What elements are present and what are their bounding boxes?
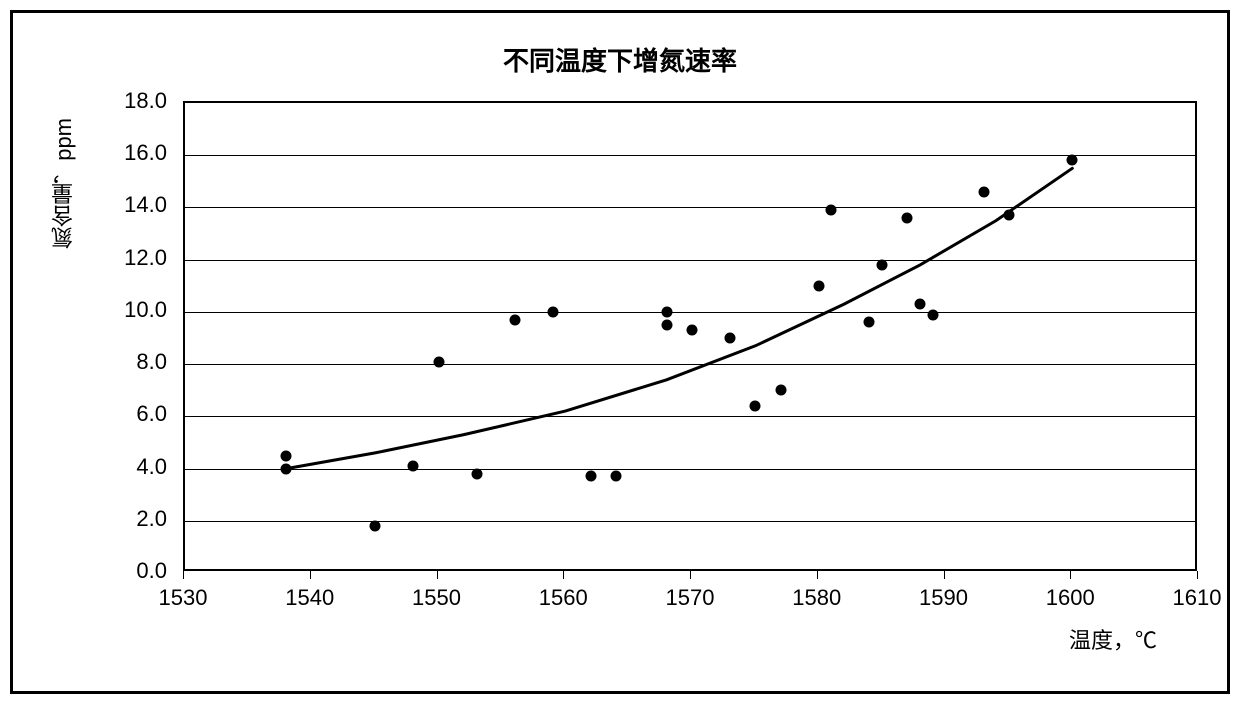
x-tick (310, 571, 311, 579)
data-point (547, 306, 558, 317)
data-point (433, 356, 444, 367)
y-tick-label: 16.0 (124, 140, 167, 166)
grid-line-h (185, 312, 1195, 313)
data-point (902, 212, 913, 223)
data-point (1003, 210, 1014, 221)
chart-title: 不同温度下增氮速率 (13, 41, 1227, 78)
data-point (370, 521, 381, 532)
x-tick-label: 1570 (666, 585, 715, 611)
x-tick-label: 1530 (159, 585, 208, 611)
x-tick-label: 1580 (792, 585, 841, 611)
x-tick (944, 571, 945, 579)
data-point (281, 450, 292, 461)
data-point (826, 205, 837, 216)
data-point (509, 314, 520, 325)
x-tick-label: 1550 (412, 585, 461, 611)
data-point (775, 385, 786, 396)
data-point (281, 463, 292, 474)
y-tick-label: 12.0 (124, 245, 167, 271)
x-tick-label: 1600 (1046, 585, 1095, 611)
grid-line-h (185, 260, 1195, 261)
grid-line-h (185, 416, 1195, 417)
grid-line-h (185, 155, 1195, 156)
data-point (585, 471, 596, 482)
y-tick-label: 10.0 (124, 297, 167, 323)
y-tick-label: 2.0 (136, 506, 167, 532)
x-tick (1070, 571, 1071, 579)
x-tick-label: 1560 (539, 585, 588, 611)
x-tick-label: 1540 (285, 585, 334, 611)
data-point (661, 319, 672, 330)
data-point (661, 306, 672, 317)
data-point (687, 325, 698, 336)
x-axis-title: 温度，℃ (1069, 623, 1157, 655)
data-point (408, 460, 419, 471)
x-tick-label: 1590 (919, 585, 968, 611)
y-axis-title: 氮含量，ppm (48, 118, 80, 249)
y-tick-label: 6.0 (136, 401, 167, 427)
y-tick-label: 4.0 (136, 454, 167, 480)
grid-line-h (185, 364, 1195, 365)
x-tick (690, 571, 691, 579)
data-point (1067, 155, 1078, 166)
y-tick-label: 8.0 (136, 349, 167, 375)
x-tick (817, 571, 818, 579)
trend-line (185, 103, 1199, 573)
chart-outer-frame: 不同温度下增氮速率 氮含量，ppm 温度，℃ 0.0 2.0 4.0 6.0 8.0 10… (10, 10, 1230, 694)
data-point (927, 309, 938, 320)
grid-line-h (185, 469, 1195, 470)
y-tick-label: 18.0 (124, 88, 167, 114)
x-tick (183, 571, 184, 579)
x-tick (563, 571, 564, 579)
x-tick (1197, 571, 1198, 579)
data-point (864, 317, 875, 328)
data-point (750, 400, 761, 411)
grid-line-h (185, 521, 1195, 522)
data-point (978, 186, 989, 197)
data-point (877, 259, 888, 270)
data-point (813, 280, 824, 291)
data-point (471, 468, 482, 479)
grid-line-h (185, 207, 1195, 208)
x-tick (437, 571, 438, 579)
data-point (725, 333, 736, 344)
data-point (915, 299, 926, 310)
x-tick-label: 1610 (1173, 585, 1222, 611)
y-tick-label: 14.0 (124, 192, 167, 218)
plot-area (183, 101, 1197, 571)
y-tick-label: 0.0 (136, 558, 167, 584)
data-point (610, 471, 621, 482)
